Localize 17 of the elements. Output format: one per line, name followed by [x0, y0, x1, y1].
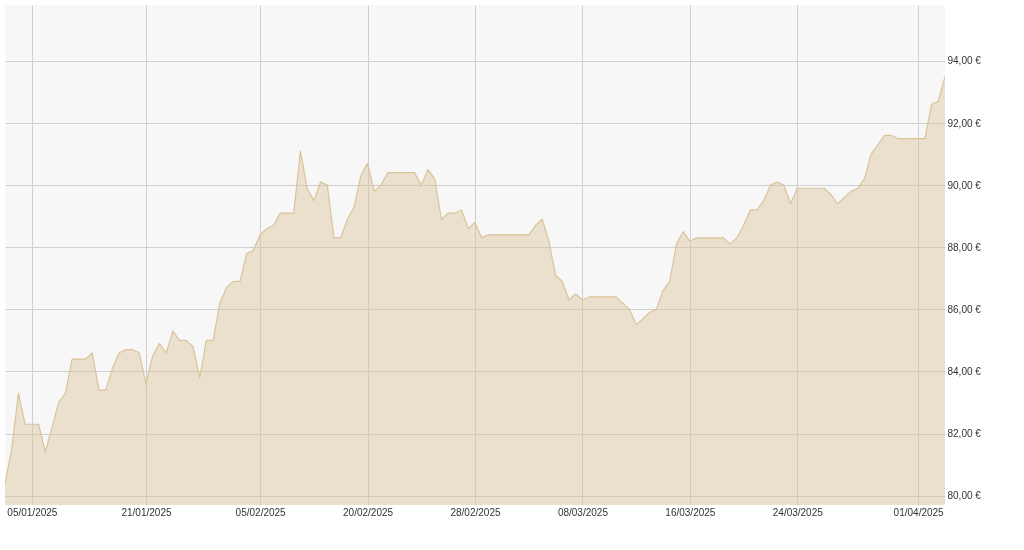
x-tick-label: 20/02/2025 [343, 506, 394, 518]
y-tick-label: 90,00 € [947, 179, 982, 191]
x-tick-label: 24/03/2025 [772, 506, 824, 518]
y-tick-label: 80,00 € [947, 490, 982, 502]
y-tick-label: 86,00 € [947, 303, 982, 315]
x-tick-label: 21/01/2025 [121, 506, 172, 518]
x-tick-label: 05/01/2025 [7, 506, 58, 518]
x-tick-label: 05/02/2025 [235, 506, 287, 518]
y-tick-label: 82,00 € [947, 428, 982, 440]
x-tick-label: 01/04/2025 [893, 506, 945, 518]
x-tick-label: 28/02/2025 [450, 506, 501, 518]
y-tick-label: 92,00 € [947, 117, 982, 129]
y-tick-label: 88,00 € [947, 241, 982, 253]
y-tick-label: 94,00 € [947, 55, 982, 67]
x-tick-label: 16/03/2025 [665, 506, 716, 518]
y-tick-label: 84,00 € [947, 365, 982, 377]
x-tick-label: 08/03/2025 [557, 506, 609, 518]
